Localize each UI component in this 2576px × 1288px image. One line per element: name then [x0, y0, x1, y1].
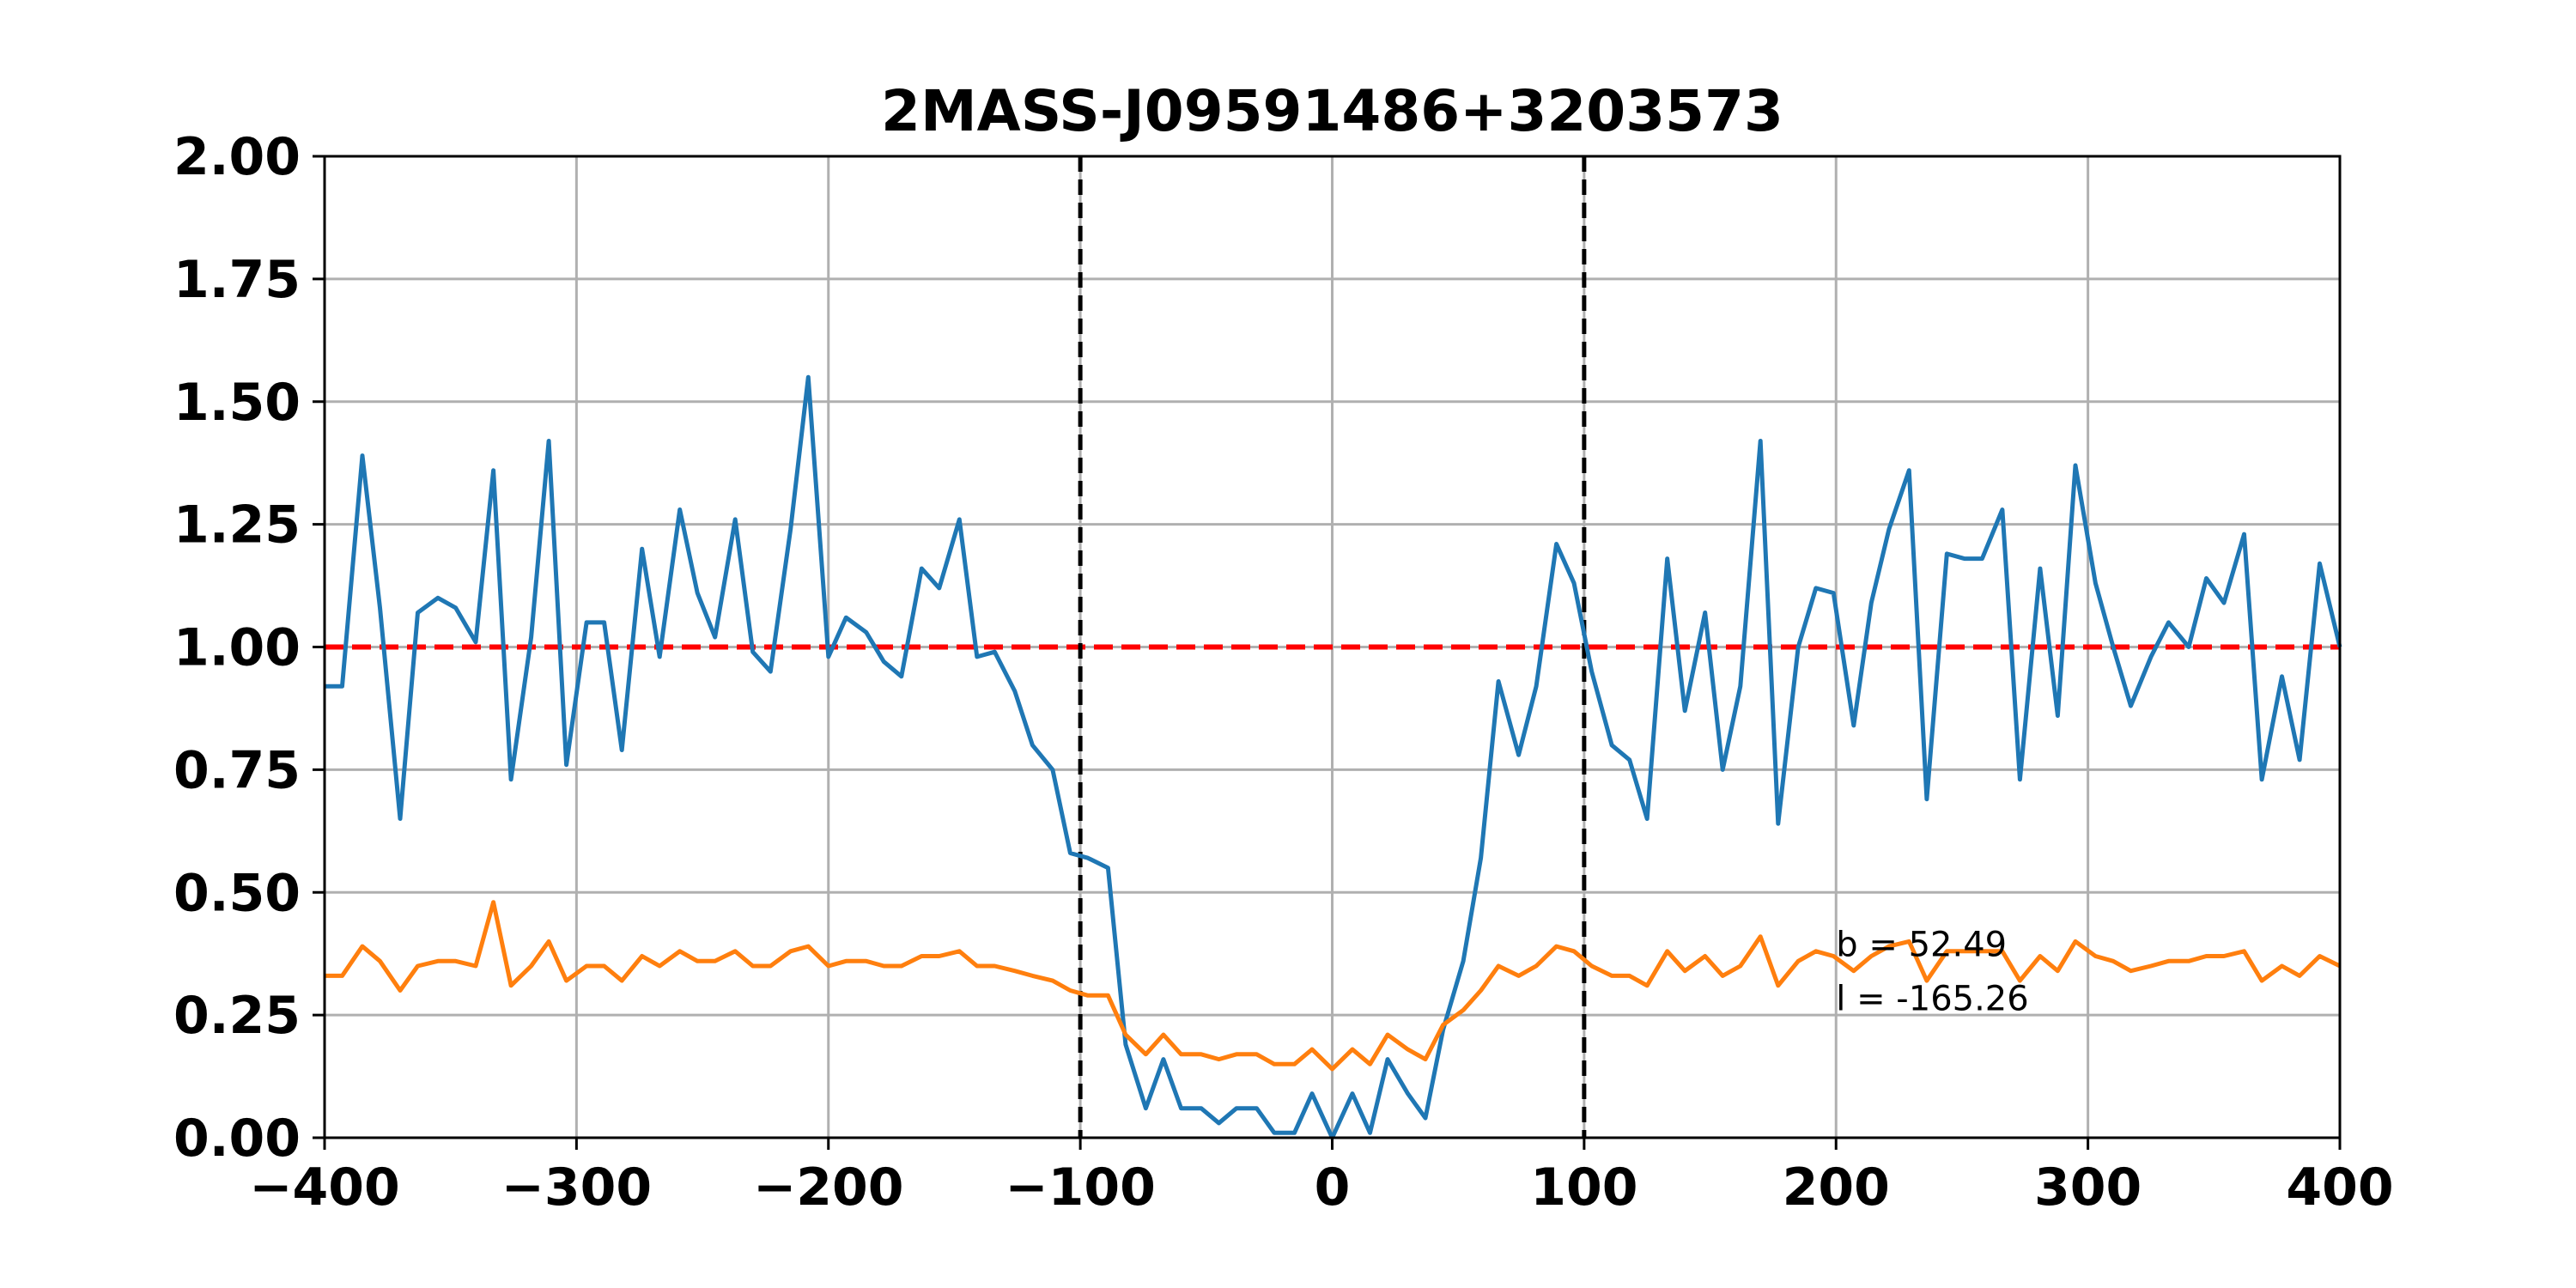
y-tick-label: 1.25	[173, 495, 301, 556]
x-tick-label: 200	[1783, 1157, 1890, 1218]
x-tick-label: −100	[1005, 1157, 1156, 1218]
x-tick-label: −300	[501, 1157, 653, 1218]
y-tick-label: 1.75	[173, 250, 301, 310]
y-tick-label: 0.50	[173, 863, 301, 923]
y-tick-label: 0.75	[173, 740, 301, 800]
y-tick-label: 2.00	[173, 127, 301, 187]
chart-title: 2MASS-J09591486+3203573	[881, 78, 1783, 144]
x-tick-label: 300	[2034, 1157, 2142, 1218]
x-tick-label: −200	[753, 1157, 904, 1218]
y-tick-label: 0.25	[173, 986, 301, 1046]
y-tick-label: 0.00	[173, 1109, 301, 1169]
y-tick-label: 1.50	[173, 373, 301, 433]
x-tick-label: 0	[1315, 1157, 1351, 1218]
y-tick-label: 1.00	[173, 618, 301, 678]
annotations: b = 52.49 l = -165.26	[1836, 926, 2028, 1019]
series-line-2	[325, 900, 2342, 1072]
x-tick-label: −400	[249, 1157, 400, 1218]
annotation-text: l = -165.26	[1836, 979, 2028, 1018]
axis-ticks: −400 −300 −200 −100 0 100 200 300 400 0.00 0.25 0.5…	[173, 127, 2394, 1218]
x-tick-label: 100	[1530, 1157, 1637, 1218]
x-tick-label: 400	[2286, 1157, 2393, 1218]
annotation-text: b = 52.49	[1836, 926, 2007, 965]
